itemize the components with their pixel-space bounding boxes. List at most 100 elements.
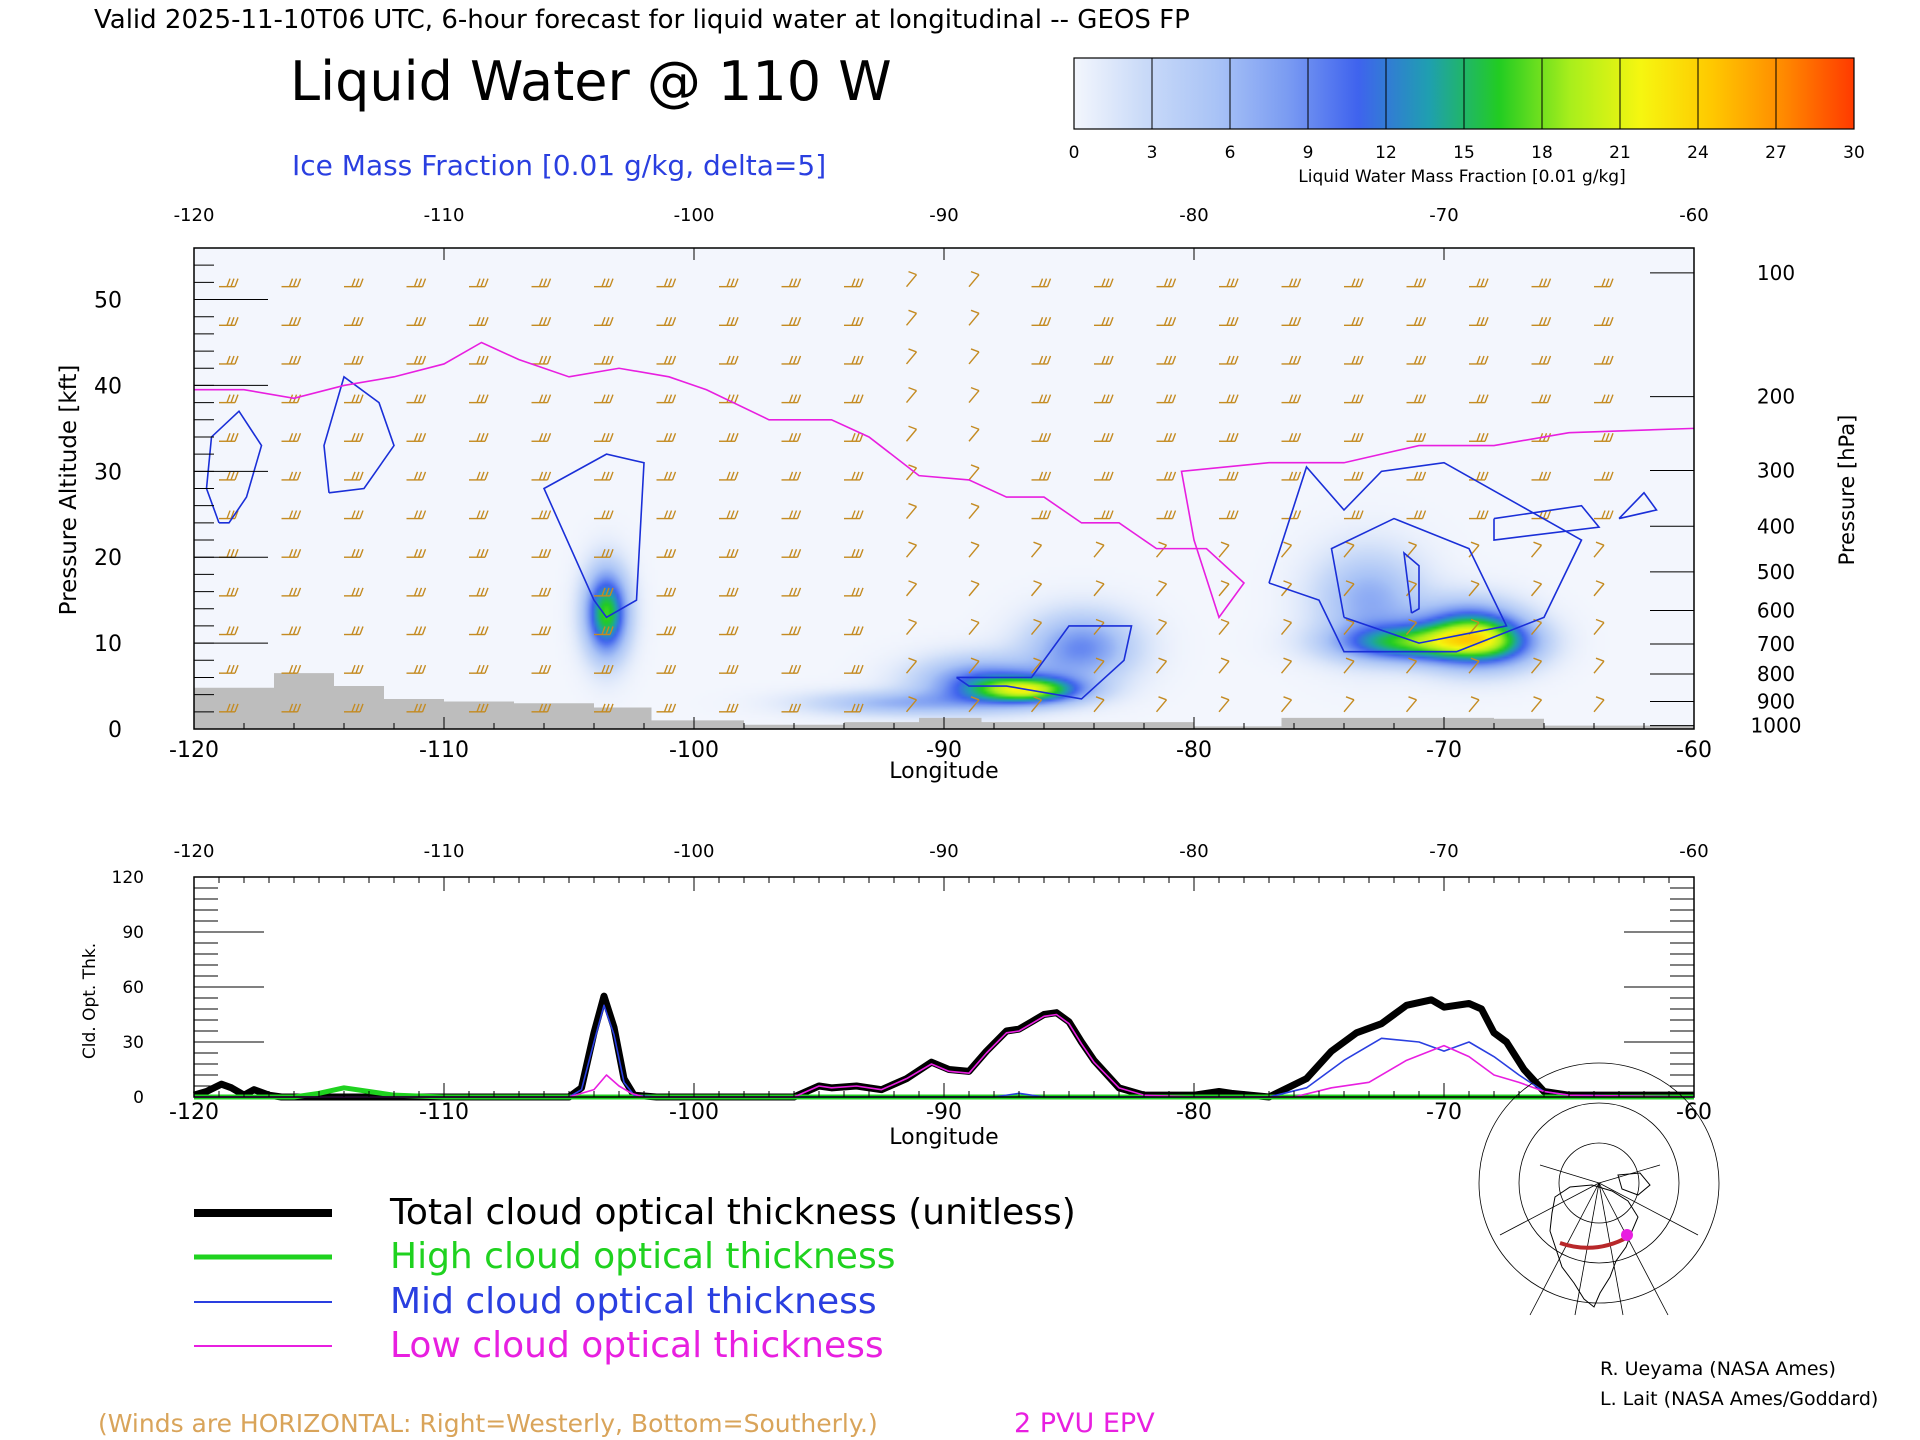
wind-barb-flag: [230, 548, 235, 558]
wind-barb-flag: [288, 703, 294, 713]
wind-barb-flag: [730, 278, 735, 287]
wind-barb-flag: [1421, 433, 1427, 442]
wind-barb-shaft: [1405, 660, 1418, 674]
wind-barb-flag: [1601, 433, 1606, 442]
wind-barb-flag: [1408, 541, 1417, 546]
wind-barb-flag: [1101, 433, 1106, 442]
wind-barb-flag: [1292, 471, 1298, 481]
wind-barb-flag: [601, 433, 606, 442]
wind-barb-shaft: [1405, 699, 1418, 713]
wind-barb-flag: [1163, 510, 1169, 519]
wind-barb: [719, 703, 739, 713]
total-series-line: [193, 992, 1694, 1101]
map-graticule: [1478, 1062, 1720, 1316]
pressure-tick-label: 300: [1757, 458, 1795, 482]
wind-barb-shaft: [1030, 660, 1043, 674]
wind-barb-flag: [1042, 433, 1048, 442]
wind-barb: [344, 703, 364, 713]
wind-barb-flag: [538, 703, 544, 713]
wind-barb: [1343, 696, 1355, 713]
wind-barb-flag: [1296, 394, 1302, 403]
wind-barb-flag: [542, 355, 548, 365]
wind-barb-flag: [908, 309, 917, 314]
wind-barb-flag: [726, 626, 731, 635]
wind-barb: [1406, 355, 1427, 365]
wind-barb-flag: [1538, 471, 1544, 481]
epv-2pvu-line: [194, 341, 1695, 620]
wind-barb: [719, 471, 739, 481]
wind-barb-flag: [1171, 355, 1177, 365]
wind-barb-flag: [296, 355, 302, 365]
wind-barb-flag: [351, 703, 356, 713]
wind-barb: [1031, 355, 1052, 365]
wind-barb-flag: [1421, 471, 1427, 481]
wind-barb-flag: [484, 433, 489, 442]
wind-barb-shaft: [1280, 660, 1293, 674]
wind-barb: [781, 278, 802, 288]
wind-barb-flag: [1220, 696, 1230, 701]
wind-barb-flag: [1288, 317, 1294, 326]
wind-barb-flag: [726, 278, 731, 287]
wind-barb-flag: [859, 587, 864, 597]
wind-barb-flag: [1046, 394, 1052, 403]
wind-barb: [1468, 541, 1480, 558]
wind-barb-flag: [855, 587, 860, 597]
wind-barb-flag: [288, 510, 294, 519]
wind-barb: [219, 664, 239, 674]
wind-barb-flag: [1296, 355, 1302, 365]
pressure-tick-label: 800: [1757, 662, 1795, 686]
wind-barb: [1593, 580, 1605, 597]
wind-barb-flag: [546, 626, 552, 635]
wind-barb-flag: [292, 278, 298, 287]
wind-barb-shaft: [1155, 699, 1168, 713]
wind-barb-flag: [1283, 696, 1292, 701]
wind-barb: [719, 626, 739, 636]
wind-barb: [844, 355, 864, 365]
wind-barb-shaft: [905, 428, 918, 442]
wind-barb: [905, 464, 918, 481]
wind-barb: [469, 664, 489, 674]
wind-barb-shaft: [968, 699, 980, 713]
wind-barb-flag: [605, 394, 610, 403]
wind-barb: [1094, 471, 1114, 481]
wind-barb-flag: [413, 587, 419, 597]
wind-barb: [656, 548, 677, 558]
wind-barb-flag: [1105, 394, 1110, 403]
wind-barb-flag: [476, 394, 481, 403]
wind-barb: [469, 510, 489, 520]
wind-barb-flag: [663, 587, 669, 597]
pressure-tick-label: 600: [1757, 598, 1795, 622]
wind-barb-flag: [230, 278, 235, 287]
wind-barb: [1031, 433, 1052, 442]
x-tick-label-top: -110: [424, 205, 465, 226]
wind-barb-flag: [359, 433, 364, 442]
wind-barb-flag: [413, 394, 419, 403]
credit-lait: L. Lait (NASA Ames/Goddard): [1600, 1388, 1878, 1410]
wind-barb-flag: [1105, 433, 1110, 442]
wind-barb-flag: [1095, 580, 1105, 585]
wind-barb: [1531, 278, 1552, 288]
wind-barb-flag: [1038, 355, 1044, 365]
wind-barb-flag: [292, 626, 298, 635]
wind-barb: [469, 703, 489, 713]
colorbar-tick-label: 12: [1375, 143, 1397, 163]
wind-barb: [1280, 618, 1293, 635]
x-tick-label: -100: [669, 1100, 719, 1125]
wind-barb-flag: [1220, 541, 1230, 546]
wind-barb-flag: [292, 317, 298, 326]
wind-barb: [1594, 278, 1614, 288]
wind-barb-flag: [1101, 355, 1106, 365]
wind-barb-flag: [667, 626, 673, 635]
wind-barb-flag: [851, 278, 856, 287]
colorbar-tick-label: 27: [1765, 143, 1787, 163]
wind-barb: [1094, 510, 1114, 520]
wind-barb-flag: [788, 626, 794, 635]
wind-barb-flag: [1283, 541, 1292, 546]
wind-barb-shaft: [1155, 583, 1168, 597]
x-tick-label: -90: [926, 1100, 962, 1125]
wind-barb-shaft: [968, 390, 980, 404]
wind-barb: [1468, 580, 1480, 597]
ice-contours: [205, 375, 1658, 700]
wind-barb-flag: [421, 355, 427, 365]
wind-barb-flag: [1484, 355, 1489, 365]
